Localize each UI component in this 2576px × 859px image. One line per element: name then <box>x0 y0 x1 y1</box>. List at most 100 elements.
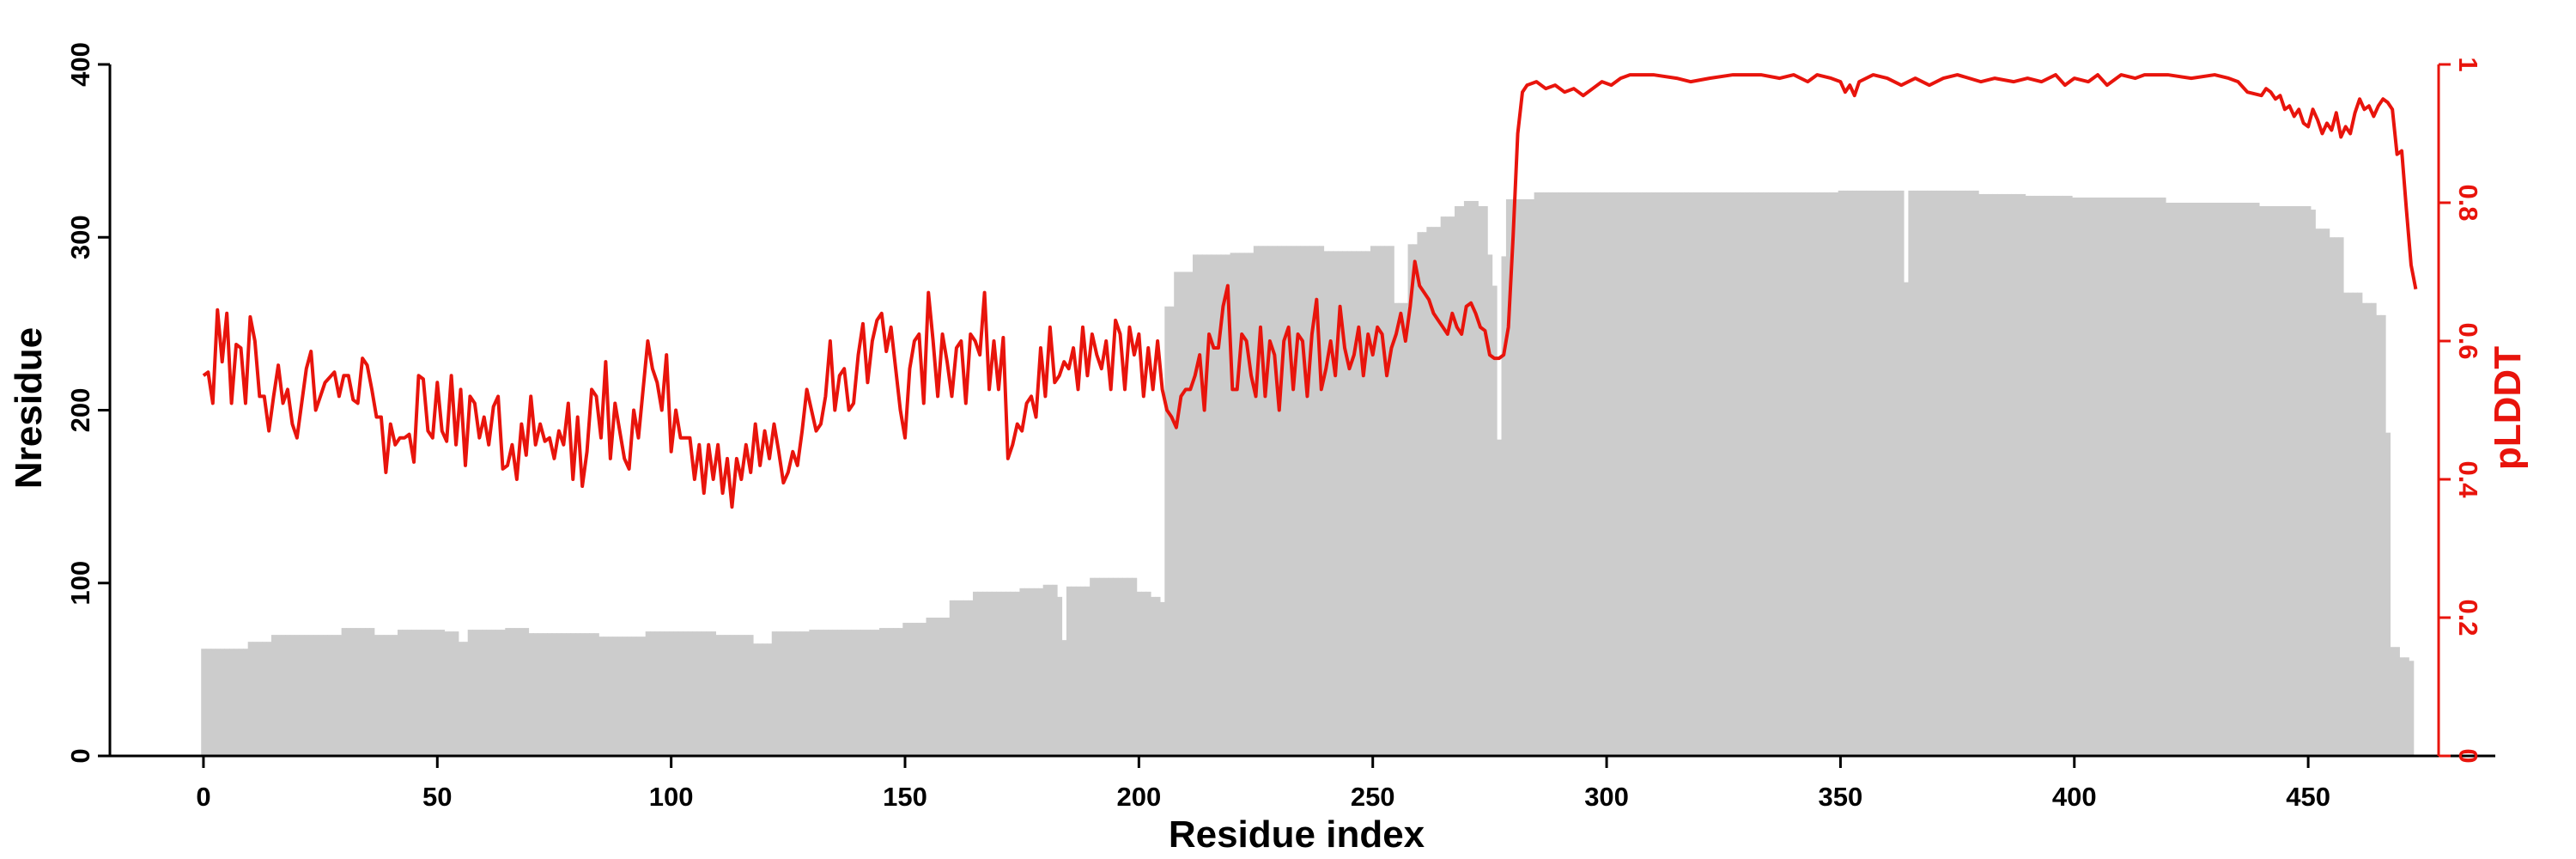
bar <box>841 630 848 756</box>
bar <box>696 631 702 756</box>
bar <box>710 631 716 756</box>
bar <box>987 591 993 756</box>
bar <box>771 631 777 756</box>
bar <box>1473 200 1479 757</box>
bar <box>276 635 282 757</box>
bar <box>2170 203 2176 756</box>
bar <box>1449 216 1455 757</box>
bar <box>318 635 324 757</box>
bar <box>570 633 576 756</box>
bar <box>1309 246 1315 756</box>
x-tick-label: 150 <box>883 782 927 812</box>
bar <box>1566 192 1572 756</box>
bar <box>257 642 263 756</box>
bar <box>1996 193 2002 756</box>
bar <box>1042 584 1048 756</box>
bar <box>1692 192 1698 756</box>
bar <box>589 633 595 756</box>
bar <box>855 630 861 756</box>
bar <box>1618 192 1624 756</box>
bar <box>1155 596 1161 756</box>
bar <box>528 633 534 756</box>
bar <box>234 649 240 756</box>
bar <box>799 631 805 756</box>
bar <box>650 631 656 756</box>
bar <box>1505 198 1511 757</box>
bar <box>1753 192 1759 756</box>
bar <box>1327 251 1334 757</box>
bar <box>486 630 492 756</box>
bar <box>1679 192 1685 756</box>
bar <box>538 633 544 756</box>
bar <box>1150 596 1157 756</box>
bar <box>1861 190 1867 756</box>
bar <box>2292 206 2298 756</box>
bar <box>2231 203 2237 756</box>
bar <box>897 628 903 756</box>
bar <box>434 630 440 756</box>
bar <box>1899 190 1905 756</box>
bar <box>645 631 651 756</box>
bar <box>958 600 964 757</box>
bar <box>2034 195 2040 756</box>
bar <box>1547 192 1554 756</box>
bar <box>1608 192 1614 756</box>
x-tick-label: 250 <box>1351 782 1395 812</box>
bar <box>2105 197 2111 756</box>
bar <box>1623 192 1629 756</box>
bar <box>1463 200 1469 757</box>
bar <box>2380 314 2386 756</box>
bar <box>1759 192 1765 756</box>
bar <box>1721 192 1727 756</box>
bar <box>720 635 726 757</box>
bar <box>1763 192 1769 756</box>
bar <box>1436 227 1442 756</box>
bar <box>1627 192 1633 756</box>
bar <box>430 630 436 756</box>
bar <box>2409 661 2415 756</box>
bar <box>2030 195 2036 756</box>
bar <box>425 630 431 756</box>
bar <box>1856 190 1862 756</box>
bar <box>2179 203 2185 756</box>
bar <box>790 631 796 756</box>
bar <box>1740 192 1746 756</box>
bar <box>2394 647 2400 756</box>
bar <box>1015 591 1021 756</box>
bar <box>1912 190 1918 756</box>
bar <box>1927 190 1933 756</box>
bar <box>664 631 670 756</box>
bar <box>996 591 1002 756</box>
bar <box>2147 197 2153 756</box>
bar <box>870 630 876 756</box>
bar <box>1669 192 1675 756</box>
bar <box>687 631 693 756</box>
bar <box>963 600 969 757</box>
bar <box>215 649 221 756</box>
bar <box>205 649 211 756</box>
bar <box>1534 192 1540 756</box>
bar <box>1455 206 1461 756</box>
bar <box>1356 251 1362 757</box>
bar <box>1403 302 1409 757</box>
bar <box>1683 192 1689 756</box>
bar <box>2385 432 2391 756</box>
bar <box>1084 586 1091 756</box>
bar <box>2053 195 2059 756</box>
bar <box>2287 206 2293 756</box>
bar <box>374 635 380 757</box>
bar <box>1201 254 1207 757</box>
bar <box>2245 203 2251 756</box>
bar <box>1388 246 1394 756</box>
bar <box>1698 192 1704 756</box>
y2-axis-title: pLDDT <box>2487 346 2529 470</box>
bar <box>1702 192 1708 756</box>
bar <box>2174 203 2180 756</box>
bar <box>1562 192 1568 756</box>
bar <box>580 633 586 756</box>
bar <box>617 637 623 756</box>
bar <box>1688 192 1694 756</box>
bar <box>1230 253 1236 756</box>
bar <box>748 635 754 757</box>
bar <box>786 631 792 756</box>
